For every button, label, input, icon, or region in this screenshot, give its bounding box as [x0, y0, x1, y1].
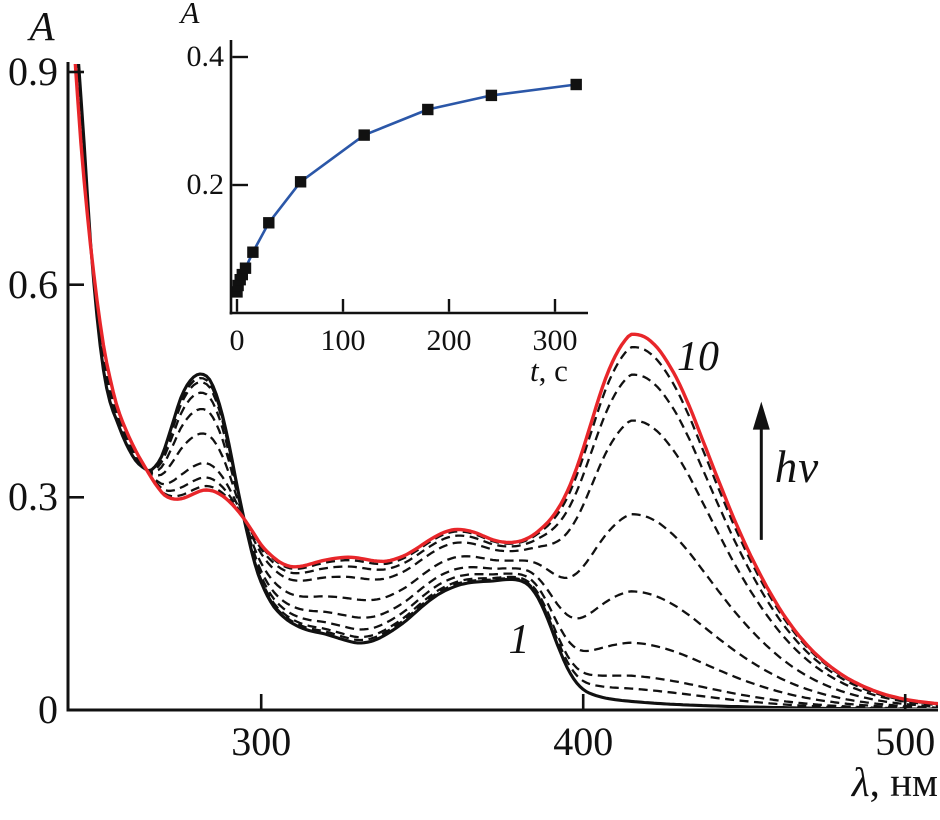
inset-x-axis-units: , с [538, 353, 568, 388]
spectrum-curve-4 [76, 64, 938, 708]
spectrum-curve-8 [74, 64, 938, 706]
main-x-tick-label: 500 [875, 719, 936, 764]
curve-label-first: 1 [508, 617, 530, 663]
kinetics-marker [247, 246, 259, 258]
inset-y-axis-title: A [180, 0, 200, 30]
time-symbol: t [530, 353, 539, 388]
spectrum-curve-7 [74, 64, 938, 707]
spectrum-curve-10 [73, 64, 938, 706]
main-x-tick-label: 300 [231, 719, 292, 764]
inset-x-tick-label: 200 [426, 324, 472, 357]
kinetics-marker [263, 217, 275, 229]
kinetics-marker [239, 262, 252, 274]
kinetics-marker [485, 89, 498, 102]
kinetics-marker [236, 268, 248, 281]
main-x-tick-label: 400 [553, 719, 614, 764]
kinetics-line [235, 83, 577, 293]
inset-y-tick-label: 0.2 [186, 168, 225, 201]
hv-irradiation-label: hv [774, 442, 820, 492]
spectrum-curve-6 [75, 64, 938, 708]
spectrum-curve-1 [77, 64, 938, 708]
main-y-tick-label: 0.3 [8, 474, 58, 520]
main-y-tick-label: 0.6 [8, 261, 58, 307]
main-y-tick-label: 0 [38, 687, 58, 732]
inset-x-axis-title: t, с [489, 354, 609, 388]
main-y-tick-label: 0.9 [8, 48, 58, 94]
lambda-symbol: λ [851, 759, 870, 805]
main-y-axis-title: A [29, 3, 55, 49]
inset-y-tick-label: 0.4 [186, 40, 225, 73]
inset-x-tick-label: 0 [229, 324, 245, 357]
kinetics-marker [422, 103, 434, 116]
kinetics-marker [231, 286, 243, 298]
spectrum-curve-5 [76, 64, 938, 708]
kinetics-marker [570, 78, 582, 91]
inset-x-tick-label: 300 [532, 324, 578, 357]
kinetics-marker [358, 129, 370, 141]
main-x-axis-units: , нм [869, 759, 938, 805]
curve-label-last: 10 [677, 334, 719, 380]
main-x-axis-title: λ, нм [688, 760, 938, 804]
inset-x-tick-label: 100 [320, 324, 366, 357]
kinetics-marker [232, 279, 244, 292]
hv-arrow-head [752, 401, 770, 430]
spectrum-curve-3 [77, 64, 938, 708]
kinetics-marker [294, 176, 307, 188]
